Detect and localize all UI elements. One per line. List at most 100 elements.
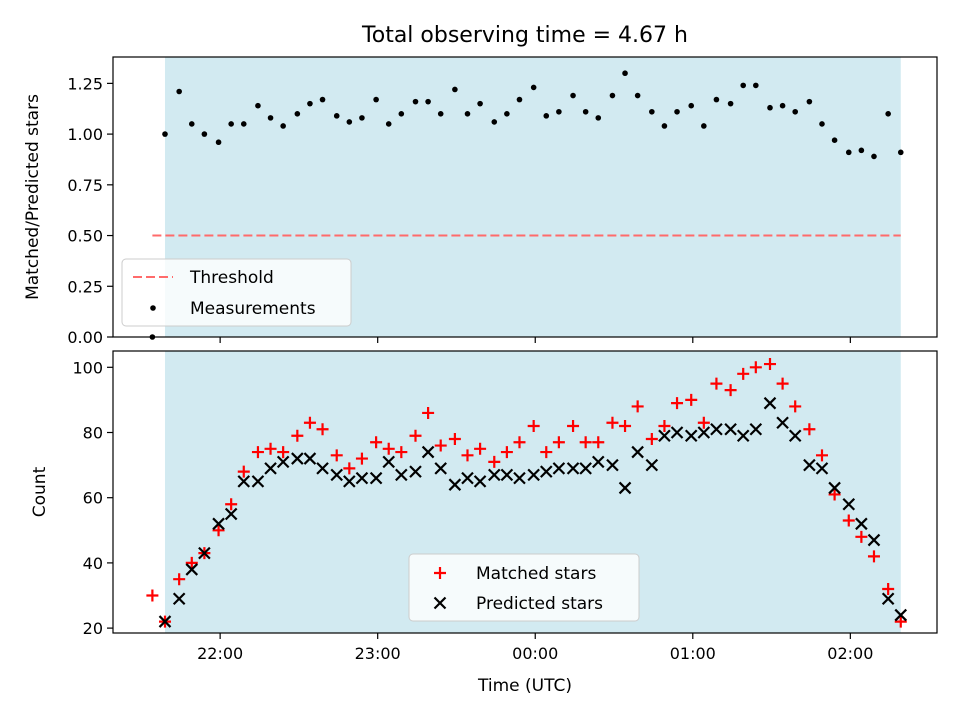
- matched-star-point: [461, 449, 474, 462]
- measurement-point: [319, 96, 326, 103]
- measurement-point: [556, 108, 562, 115]
- predicted-star-point: [448, 478, 462, 491]
- legend-threshold-label: Threshold: [189, 268, 274, 288]
- predicted-star-point: [724, 422, 737, 436]
- predicted-star-point: [224, 507, 238, 521]
- axes-frame: [112, 56, 938, 338]
- measurement-point: [701, 123, 707, 129]
- predicted-star-point: [212, 517, 225, 531]
- matched-star-point: [251, 446, 264, 459]
- predicted-star-point: [606, 458, 619, 472]
- measurement-point: [845, 149, 852, 156]
- y-tick-label: 0.00: [67, 328, 103, 347]
- predicted-star-point: [749, 422, 763, 436]
- measurement-point: [176, 88, 182, 95]
- measurement-point: [240, 121, 247, 127]
- predicted-star-point: [237, 475, 251, 488]
- predicted-star-point: [527, 468, 540, 482]
- measurement-point: [162, 131, 168, 137]
- predicted-star-point: [645, 458, 659, 472]
- measurement-point: [661, 123, 668, 129]
- y-tick-label: 40: [83, 554, 103, 573]
- measurement-point: [819, 121, 825, 127]
- predicted-star-point: [803, 458, 816, 472]
- measurement-point: [280, 123, 286, 129]
- predicted-star-point: [487, 468, 501, 482]
- matched-star-point: [763, 358, 776, 371]
- measurement-point: [412, 98, 419, 105]
- predicted-star-point: [355, 471, 369, 485]
- measurement-point: [792, 108, 799, 115]
- matched-star-point: [355, 452, 368, 465]
- predicted-star-point: [894, 608, 908, 622]
- predicted-star-point: [855, 517, 868, 531]
- matched-star-point: [710, 377, 723, 390]
- matched-star-point: [422, 406, 435, 419]
- predicted-star-point: [815, 462, 829, 475]
- matched-star-point: [645, 433, 658, 446]
- measurement-point: [346, 119, 353, 125]
- x-tick-label: 00:00: [512, 644, 558, 663]
- matched-star-point: [842, 514, 855, 527]
- matched-star-point: [579, 436, 592, 449]
- matched-star-point: [658, 419, 671, 432]
- measurement-point: [649, 108, 655, 115]
- axes-frame: [112, 350, 938, 634]
- matched-star-point: [146, 589, 159, 602]
- y-tick-label: 1.00: [67, 125, 103, 144]
- y-tick-label: 1.25: [67, 74, 103, 93]
- count-panel: 20 40 60 80 100 22:00 23:00 00:00 01:00 02:00 Coun…: [30, 350, 938, 663]
- matched-star-point: [500, 446, 513, 459]
- predicted-star-point: [316, 462, 329, 475]
- matched-star-point: [671, 397, 684, 410]
- measurement-point: [373, 96, 379, 103]
- matched-star-point: [370, 436, 383, 449]
- measurement-point: [267, 115, 274, 121]
- measurement-point: [831, 137, 838, 143]
- measurement-point: [294, 111, 301, 117]
- measurement-point: [215, 139, 222, 146]
- measurement-point: [437, 111, 444, 117]
- y-tick-label: 20: [83, 619, 103, 638]
- matched-star-point: [513, 436, 526, 449]
- measurement-point: [398, 111, 405, 117]
- predicted-star-point: [697, 426, 711, 439]
- measurement-point: [622, 70, 628, 77]
- matched-star-point: [631, 400, 644, 413]
- measurement-point: [530, 84, 537, 91]
- matched-star-point: [855, 530, 868, 543]
- matched-star-point: [592, 436, 605, 449]
- measurement-point: [806, 98, 813, 105]
- predicted-star-point: [566, 462, 580, 475]
- matched-star-point: [527, 419, 540, 432]
- measurement-point: [634, 92, 641, 99]
- predicted-star-point: [579, 462, 592, 475]
- matched-star-point: [237, 465, 250, 478]
- measurement-point: [464, 111, 471, 117]
- measurement-point: [452, 86, 458, 93]
- matched-star-point: [474, 442, 487, 455]
- y-tick-label: 0.75: [67, 176, 103, 195]
- predicted-star-point: [185, 563, 199, 576]
- x-tick-label: 23:00: [355, 644, 401, 663]
- legend-predicted-label: Predicted stars: [476, 594, 603, 614]
- measurement-point: [885, 111, 891, 117]
- predicted-star-point: [264, 462, 277, 475]
- legend-predicted-swatch: [433, 596, 447, 610]
- measurement-point: [582, 108, 589, 115]
- measurement-point: [255, 102, 261, 109]
- predicted-star-point: [591, 455, 605, 469]
- measurement-point: [228, 121, 234, 127]
- matched-star-point: [815, 449, 828, 462]
- measurement-point: [897, 149, 904, 156]
- measurement-point: [570, 92, 576, 99]
- legend-box: [121, 258, 352, 327]
- matched-star-point: [567, 419, 580, 432]
- ratio-panel: 0.00 0.25 0.50 0.75 1.00 1.25 Matched/Predicte…: [23, 56, 938, 347]
- x-tick-label: 01:00: [670, 644, 716, 663]
- matched-star-point: [697, 416, 710, 429]
- measurement-point: [333, 113, 340, 119]
- predicted-star-point: [618, 481, 632, 495]
- matched-star-point: [789, 400, 802, 413]
- matched-star-point: [828, 488, 841, 501]
